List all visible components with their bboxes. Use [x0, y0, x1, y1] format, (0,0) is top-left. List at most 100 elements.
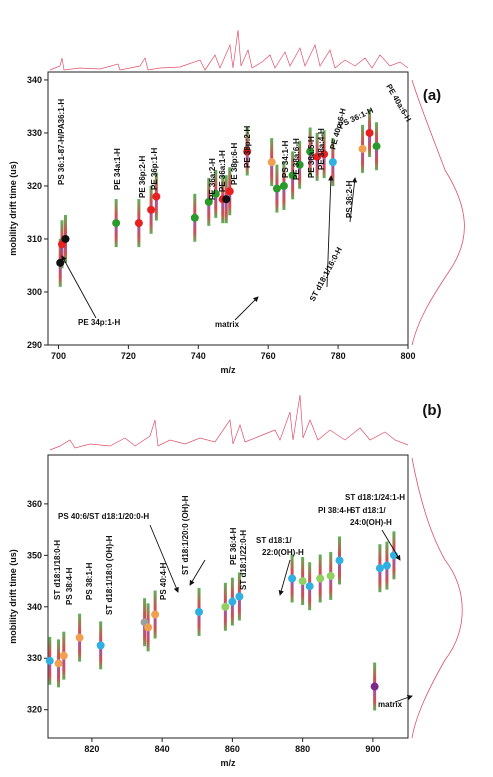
x-tick-label: 700	[51, 351, 66, 361]
annotation: PE 38a:4-H	[317, 128, 326, 170]
top-spectrum-b	[49, 394, 409, 451]
annotation: PE 38a:6-H	[292, 138, 301, 180]
data-point	[382, 561, 391, 570]
data-point	[147, 205, 156, 214]
annotation: PE 36a:1-H	[218, 150, 227, 192]
data-point	[306, 147, 315, 156]
data-point	[235, 592, 244, 601]
data-point	[222, 195, 231, 204]
data-point	[45, 656, 54, 665]
annotation: ST d18:1/18:0 (OH)-H	[105, 535, 114, 615]
data-point	[190, 213, 199, 222]
y-axis-label: mobility drift time (us)	[8, 549, 18, 644]
data-point	[320, 150, 329, 159]
data-point	[279, 181, 288, 190]
data-point	[328, 158, 337, 167]
annotation: PE 36:4-H	[229, 527, 238, 565]
annotation-arrow	[149, 524, 179, 593]
data-point	[54, 659, 63, 668]
data-point	[61, 234, 70, 243]
annotation-arrow	[278, 559, 291, 596]
x-axis-label: m/z	[220, 758, 236, 768]
data-point	[243, 147, 252, 156]
data-point	[151, 610, 160, 619]
annotation: matrix	[215, 320, 240, 329]
y-tick-label: 290	[27, 340, 42, 350]
data-point	[96, 641, 105, 650]
data-point	[195, 607, 204, 616]
data-point	[298, 577, 307, 586]
top-spectrum-a	[49, 29, 409, 71]
data-point	[372, 142, 381, 151]
annotation: PS 40:4-H	[159, 562, 168, 600]
data-point	[295, 160, 304, 169]
data-point	[225, 187, 234, 196]
x-tick-label: 860	[225, 744, 240, 754]
panel-label: (b)	[422, 402, 441, 419]
data-point	[267, 158, 276, 167]
x-tick-label: 740	[191, 351, 206, 361]
x-tick-label: 880	[295, 744, 310, 754]
annotation: PE 36a:2-H	[208, 158, 217, 200]
annotation: ST d18:1/22:0-H	[239, 530, 248, 590]
data-point	[365, 128, 374, 137]
y-axis-label: mobility drift time (us)	[8, 161, 18, 256]
x-tick-label: 780	[331, 351, 346, 361]
y-tick-label: 330	[27, 653, 42, 663]
annotation: ST d18:1/24:1-H	[345, 493, 405, 502]
annotation: PS 36:1-87-H/PA36:1-H	[57, 99, 66, 185]
data-point	[313, 152, 322, 161]
x-tick-label: 760	[261, 351, 276, 361]
annotation: PS 40:6/ST d18:1/20:0-H	[58, 512, 149, 521]
y-tick-label: 330	[27, 128, 42, 138]
annotation: 24:0(OH)-H	[350, 518, 392, 527]
data-point	[288, 574, 297, 583]
data-point	[204, 197, 213, 206]
x-tick-label: 800	[400, 351, 415, 361]
data-point	[221, 602, 230, 611]
x-tick-label: 840	[155, 744, 170, 754]
data-point	[335, 556, 344, 565]
x-tick-label: 820	[84, 744, 99, 754]
annotation-arrow	[394, 694, 413, 703]
annotation-arrow	[349, 177, 358, 223]
annotation: PE 38a:5-H	[307, 136, 316, 178]
annotation-arrow	[326, 175, 334, 288]
data-point	[75, 633, 84, 642]
y-tick-label: 340	[27, 75, 42, 85]
annotation: PE 36p:2-H	[138, 156, 147, 198]
data-point	[305, 582, 314, 591]
annotation: 22:0(OH)-H	[262, 548, 304, 557]
annotation: ST d18:1/	[256, 536, 292, 545]
annotation: PS 38:4-H	[65, 567, 74, 605]
data-point	[288, 171, 297, 180]
y-tick-label: 300	[27, 287, 42, 297]
annotation: PE 34a:1-H	[113, 148, 122, 190]
annotation: PS 34:1-H	[281, 140, 290, 178]
data-point	[144, 623, 153, 632]
annotation: PS 36:2-H	[345, 180, 354, 218]
data-point	[316, 574, 325, 583]
annotation: PE 38p:6-H	[230, 143, 239, 185]
data-point	[326, 571, 335, 580]
side-profile-b	[411, 457, 463, 739]
data-point	[59, 651, 68, 660]
data-point	[134, 219, 143, 228]
data-point	[228, 597, 237, 606]
data-point	[152, 192, 161, 201]
annotation: PE 34p:1-H	[78, 318, 120, 327]
annotation: ST d18:1/16:0-H	[308, 246, 344, 303]
x-tick-label: 720	[121, 351, 136, 361]
plot-frame	[47, 454, 409, 739]
data-point	[370, 682, 379, 691]
annotation: ST d18:1/	[350, 506, 386, 515]
annotation: PS 38:1-H	[85, 562, 94, 600]
annotation: PE 36p:1-H	[150, 148, 159, 190]
annotation: ST d18:1/18:0-H	[53, 540, 62, 600]
data-point	[56, 258, 65, 267]
annotation-arrow	[234, 296, 259, 321]
annotation: PE 38p:2-H	[243, 126, 252, 168]
plot-frame	[47, 71, 409, 346]
